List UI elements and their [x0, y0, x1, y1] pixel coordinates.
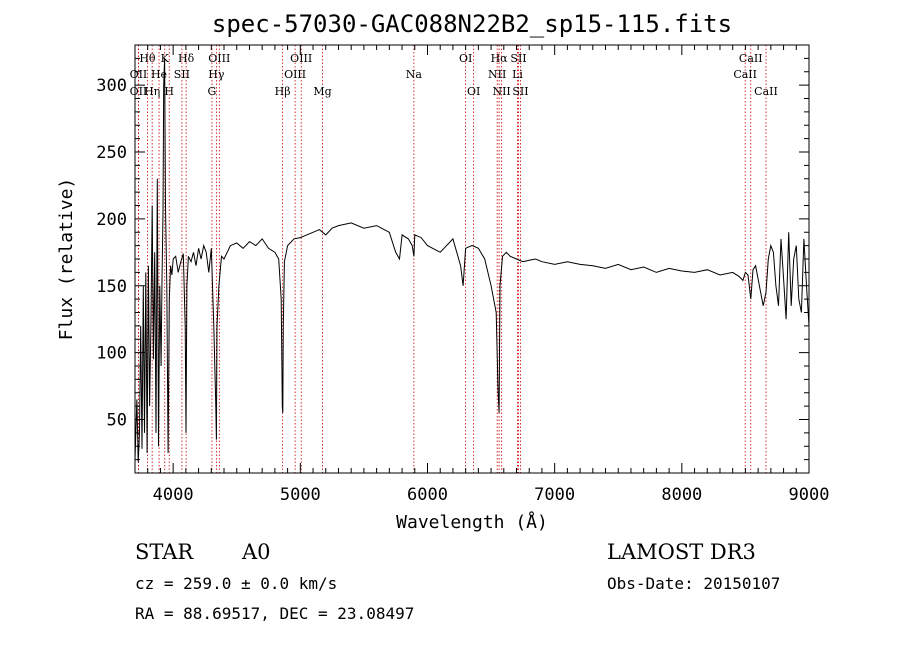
marker-label: OIII [284, 68, 306, 81]
redshift-velocity: cz = 259.0 ± 0.0 km/s [135, 574, 338, 593]
marker-label: OIII [208, 52, 230, 65]
marker-label: CaII [754, 85, 778, 98]
object-class: STAR [135, 540, 194, 564]
spectrum-series-line [134, 58, 810, 463]
marker-label: OIII [290, 52, 312, 65]
marker-label: Hθ [139, 52, 156, 65]
y-tick-label: 100 [96, 344, 127, 364]
observation-date: Obs-Date: 20150107 [607, 574, 781, 593]
x-tick-label: 4000 [153, 485, 194, 505]
y-tick-label: 150 [96, 277, 127, 297]
marker-label: Na [406, 68, 423, 81]
marker-label: SII [512, 85, 528, 98]
y-tick-label: 200 [96, 210, 127, 230]
marker-label: OI [467, 85, 480, 98]
y-axis-label: Flux (relative) [56, 178, 77, 341]
marker-label: Hη [144, 85, 160, 98]
marker-label: Li [512, 68, 523, 81]
x-tick-label: 5000 [280, 485, 321, 505]
marker-label: OII [130, 68, 148, 81]
emission-line-markers [138, 45, 767, 473]
marker-label: G [208, 85, 217, 98]
sky-coordinates: RA = 88.69517, DEC = 23.08497 [135, 604, 415, 623]
object-subclass: A0 [242, 540, 271, 564]
marker-label: H [164, 85, 174, 98]
x-axis: 4000 5000 6000 7000 8000 9000 [134, 45, 830, 505]
marker-label: Hδ [178, 52, 195, 65]
y-tick-label: 300 [96, 76, 127, 96]
marker-label: NII [492, 85, 510, 98]
x-tick-label: 6000 [407, 485, 448, 505]
chart-title: spec-57030-GAC088N22B2_sp15-115.fits [212, 10, 732, 38]
y-tick-label: 250 [96, 143, 127, 163]
marker-label: K [161, 52, 170, 65]
survey-name: LAMOST DR3 [607, 540, 756, 564]
y-axis: 50 100 150 200 250 300 [96, 57, 809, 461]
marker-label: SII [174, 68, 190, 81]
marker-label: NII [488, 68, 506, 81]
marker-label: Hγ [208, 68, 225, 81]
marker-label: CaII [739, 52, 763, 65]
marker-label: He [151, 68, 167, 81]
marker-label: Mg [313, 85, 331, 98]
marker-label: SII [510, 52, 526, 65]
x-tick-label: 8000 [661, 485, 702, 505]
marker-label: OI [459, 52, 472, 65]
x-axis-label: Wavelength (Å) [396, 511, 548, 533]
marker-label: OII [130, 85, 148, 98]
marker-label: CaII [733, 68, 757, 81]
y-tick-label: 50 [107, 411, 127, 431]
marker-label: Hα [491, 52, 509, 65]
plot-frame [134, 44, 810, 474]
marker-label: Hβ [275, 85, 291, 98]
x-tick-label: 7000 [534, 485, 575, 505]
x-tick-label: 9000 [789, 485, 830, 505]
